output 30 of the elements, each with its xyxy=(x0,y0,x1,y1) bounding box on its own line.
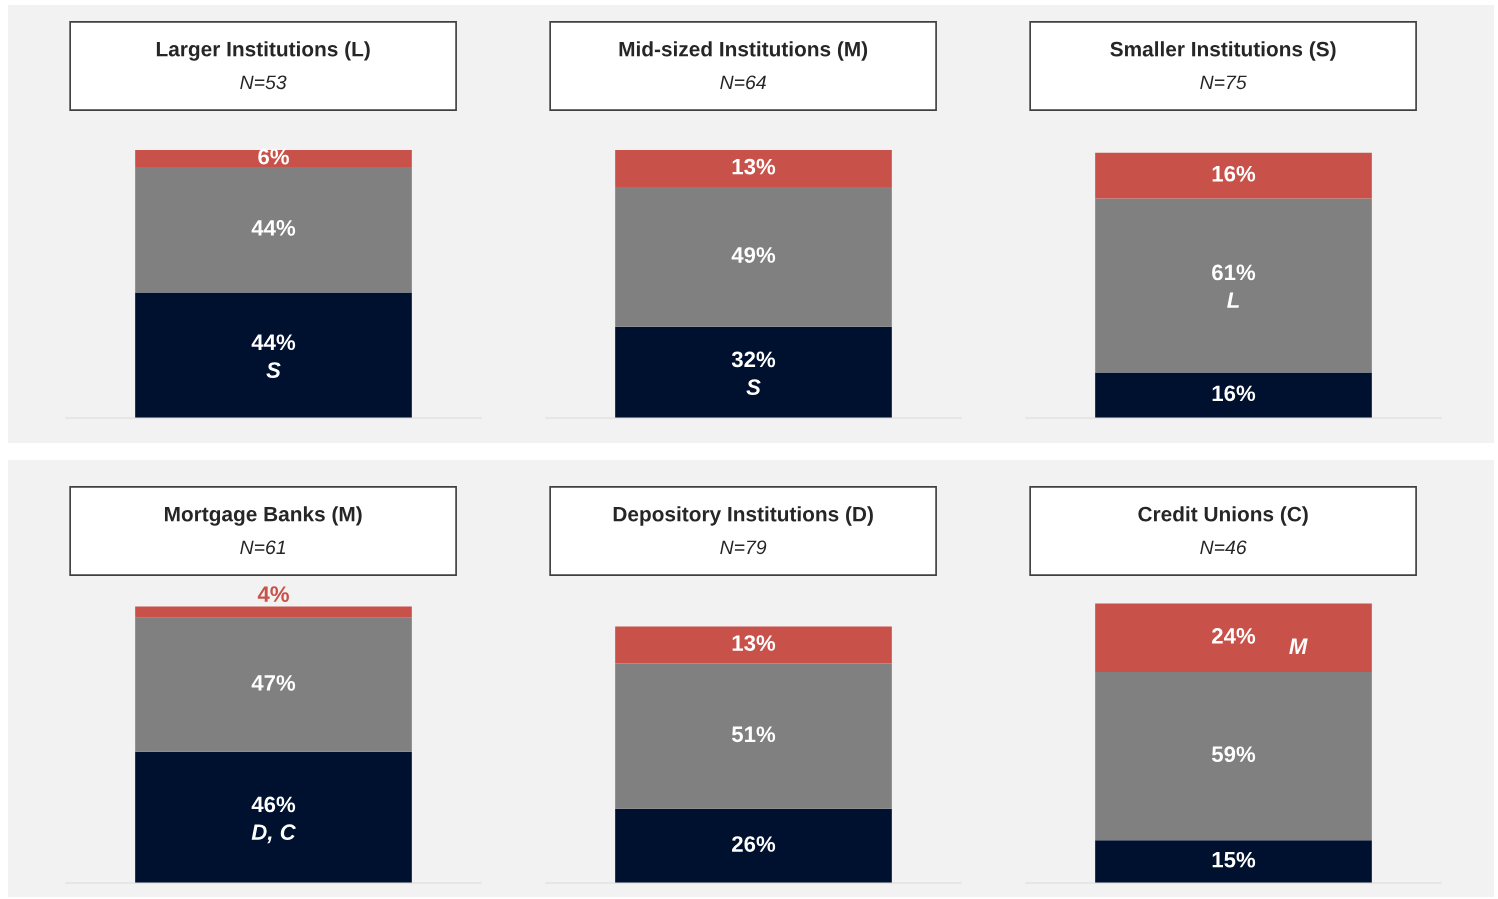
data-label: 59% xyxy=(1211,746,1256,763)
data-label: 15% xyxy=(1212,851,1256,868)
text: 24% M xyxy=(1212,628,1308,654)
chart-subtitle: N=79 xyxy=(720,540,767,555)
chart-title: Credit Unions (C) xyxy=(1138,506,1308,526)
chart-subtitle: N=61 xyxy=(240,540,285,555)
data-label: 61% L xyxy=(1212,264,1256,308)
data-label: 4% xyxy=(257,586,289,602)
chart-subtitle: N=53 xyxy=(240,75,287,90)
chart-title: Larger Institutions (L) xyxy=(156,41,370,61)
data-label: 16% xyxy=(1212,385,1256,402)
data-label: 44% S xyxy=(251,334,296,378)
data-label: 6% xyxy=(258,148,289,165)
data-label: 47% xyxy=(251,675,296,691)
chart-subtitle: N=46 xyxy=(1200,540,1247,555)
data-label: 51% xyxy=(731,726,776,743)
chart-subtitle: N=75 xyxy=(1200,75,1247,90)
data-label: 32% S xyxy=(731,351,776,396)
data-label: 16% xyxy=(1212,165,1256,182)
data-label: 44% xyxy=(251,220,296,236)
chart-title: Mortgage Banks (M) xyxy=(164,506,362,526)
chart-subtitle: N=64 xyxy=(720,75,766,90)
data-label: 49% xyxy=(731,247,776,263)
data-label: 13% xyxy=(732,635,776,651)
data-label: 26% xyxy=(732,836,776,852)
chart-title: Mid-sized Institutions (M) xyxy=(619,41,868,61)
data-label: 13% xyxy=(732,158,776,175)
chart-title: Smaller Institutions (S) xyxy=(1110,41,1336,61)
chart-title: Depository Institutions (D) xyxy=(613,506,873,526)
data-label: 46% D, C xyxy=(251,796,296,844)
